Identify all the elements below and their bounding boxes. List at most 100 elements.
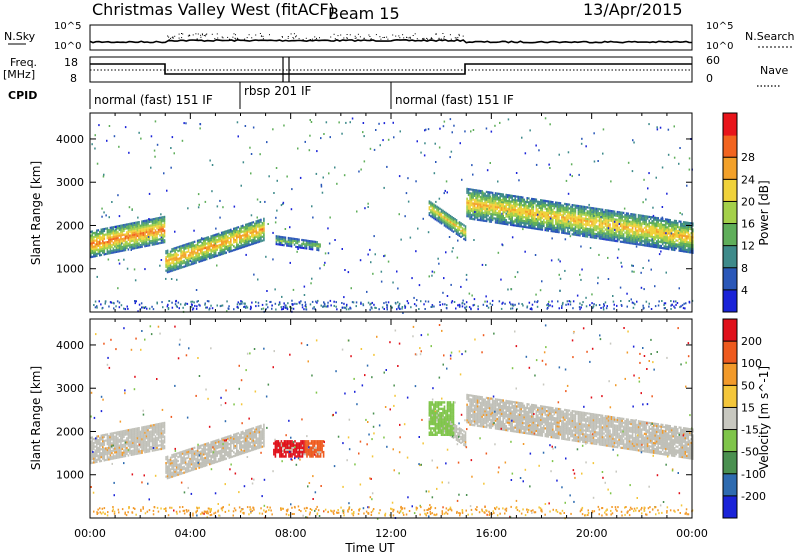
power-cell [96,241,98,244]
power-cell [645,225,647,228]
power-cell [234,248,237,251]
nsky-noise-dot [458,33,460,35]
power-cell [540,216,542,219]
power-cell [451,221,453,224]
power-cell [627,161,630,164]
power-cell [652,232,655,235]
power-cell [556,219,559,222]
power-cell [157,219,160,222]
power-cell [589,208,591,211]
power-cell [145,229,148,232]
power-cell [655,218,658,222]
power-cell [520,223,522,226]
power-cell [686,244,688,248]
power-cell [592,209,595,212]
power-cell [643,288,645,291]
power-cell [190,253,193,256]
power-cell [277,235,279,238]
power-cell [631,224,634,228]
power-cell [600,222,602,225]
power-cell [153,233,155,236]
power-cell [183,255,185,258]
power-cell [642,216,644,219]
power-cell [197,193,200,196]
power-cell [341,302,343,304]
power-cell [181,139,184,142]
power-cell [196,259,199,262]
power-cell [537,204,539,207]
power-cell [289,241,291,244]
power-cell [227,235,229,238]
power-cell [562,227,565,231]
power-cell [585,305,588,308]
power-cell [547,215,550,219]
power-cell [689,245,691,248]
power-cell [457,227,459,231]
power-cell [102,228,104,231]
power-cell [640,243,643,246]
power-cell [582,205,584,208]
power-cell [567,209,569,212]
power-cell [109,240,112,243]
power-cell [631,226,634,229]
power-cell [560,228,563,231]
power-cell [466,197,468,200]
power-cell [473,190,476,194]
power-cell [378,308,380,311]
power-cell [562,208,565,211]
power-cell [523,223,525,227]
power-cell [687,221,690,224]
power-cell [580,213,583,216]
power-cell [210,254,212,257]
power-cell [655,244,658,247]
power-cell [651,243,653,246]
power-cell [494,205,497,209]
power-cell [255,224,258,227]
power-cell [109,250,112,253]
power-cell [561,208,563,211]
power-cell [690,237,693,240]
power-cell [469,188,471,191]
power-cell [213,234,215,237]
power-cell [234,238,237,242]
power-cell [121,237,124,241]
power-cell [439,207,441,210]
colorbar-swatch [723,267,737,291]
power-cell [645,219,647,222]
power-cell [230,242,232,245]
power-cell [120,226,122,229]
power-cell [506,215,509,218]
power-cell [586,219,589,223]
power-cell [473,303,476,306]
power-cell [114,231,116,234]
power-cell [580,211,583,214]
power-cell [680,244,682,247]
power-cell [121,247,124,250]
power-cell [562,214,565,217]
velocity-cell [103,433,106,437]
power-cell [546,307,548,310]
power-cell [481,217,483,220]
power-cell [494,221,497,224]
nsky-noise-dot [292,37,294,38]
power-cell [508,202,510,205]
power-cell [640,234,643,237]
power-cell [497,210,500,213]
power-cell [320,185,323,188]
power-cell [675,300,677,303]
power-cell [448,227,450,230]
power-cell [496,204,498,207]
nsky-noise-dot [192,34,194,36]
power-cell [233,235,235,238]
power-cell [621,265,623,268]
power-cell [535,219,538,223]
power-cell [268,175,270,178]
power-cell [457,229,459,232]
power-cell [583,217,586,220]
power-cell [431,212,434,215]
power-cell [169,268,172,271]
power-cell [90,254,92,257]
power-cell [559,204,562,207]
power-cell [181,266,184,269]
power-cell [466,207,468,210]
